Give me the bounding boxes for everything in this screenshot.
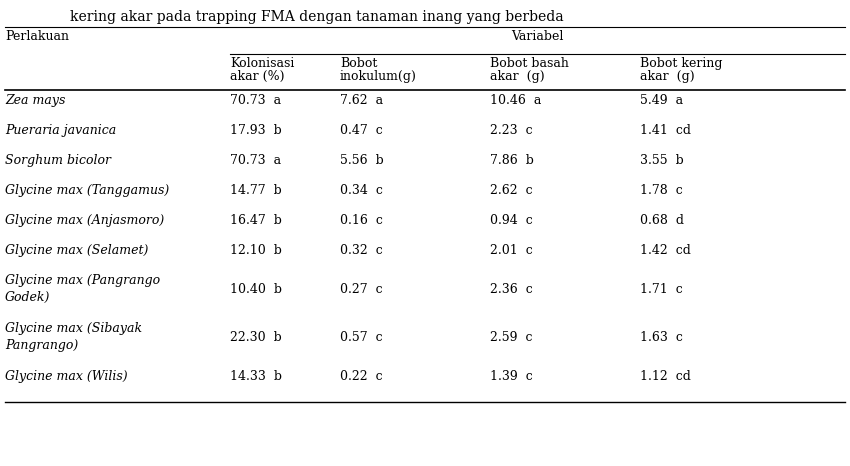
Text: 7.86  b: 7.86 b — [490, 154, 534, 167]
Text: 16.47  b: 16.47 b — [230, 214, 282, 227]
Text: Glycine max (Selamet): Glycine max (Selamet) — [5, 244, 149, 257]
Text: 0.22  c: 0.22 c — [340, 370, 382, 383]
Text: Kolonisasi: Kolonisasi — [230, 57, 294, 70]
Text: 0.94  c: 0.94 c — [490, 214, 533, 227]
Text: Glycine max (Pangrango
Godek): Glycine max (Pangrango Godek) — [5, 274, 160, 303]
Text: Glycine max (Anjasmoro): Glycine max (Anjasmoro) — [5, 214, 164, 227]
Text: 0.34  c: 0.34 c — [340, 184, 382, 197]
Text: 22.30  b: 22.30 b — [230, 331, 281, 344]
Text: 0.32  c: 0.32 c — [340, 244, 382, 257]
Text: Bobot kering: Bobot kering — [640, 57, 722, 70]
Text: 0.16  c: 0.16 c — [340, 214, 382, 227]
Text: 5.49  a: 5.49 a — [640, 94, 683, 107]
Text: 1.71  c: 1.71 c — [640, 283, 683, 296]
Text: Glycine max (Sibayak
Pangrango): Glycine max (Sibayak Pangrango) — [5, 322, 142, 351]
Text: 1.42  cd: 1.42 cd — [640, 244, 691, 257]
Text: 70.73  a: 70.73 a — [230, 154, 281, 167]
Text: akar  (g): akar (g) — [640, 70, 694, 83]
Text: 14.77  b: 14.77 b — [230, 184, 281, 197]
Text: 2.36  c: 2.36 c — [490, 283, 533, 296]
Text: akar  (g): akar (g) — [490, 70, 545, 83]
Text: 0.57  c: 0.57 c — [340, 331, 382, 344]
Text: 2.01  c: 2.01 c — [490, 244, 533, 257]
Text: Zea mays: Zea mays — [5, 94, 65, 107]
Text: Sorghum bicolor: Sorghum bicolor — [5, 154, 111, 167]
Text: 2.62  c: 2.62 c — [490, 184, 533, 197]
Text: 0.68  d: 0.68 d — [640, 214, 684, 227]
Text: 14.33  b: 14.33 b — [230, 370, 282, 383]
Text: Bobot: Bobot — [340, 57, 377, 70]
Text: 2.59  c: 2.59 c — [490, 331, 532, 344]
Text: Pueraria javanica: Pueraria javanica — [5, 124, 116, 137]
Text: Perlakuan: Perlakuan — [5, 30, 69, 43]
Text: 12.10  b: 12.10 b — [230, 244, 282, 257]
Text: 70.73  a: 70.73 a — [230, 94, 281, 107]
Text: inokulum(g): inokulum(g) — [340, 70, 416, 83]
Text: 1.12  cd: 1.12 cd — [640, 370, 691, 383]
Text: 0.47  c: 0.47 c — [340, 124, 382, 137]
Text: 1.41  cd: 1.41 cd — [640, 124, 691, 137]
Text: 1.39  c: 1.39 c — [490, 370, 533, 383]
Text: akar (%): akar (%) — [230, 70, 285, 83]
Text: 0.27  c: 0.27 c — [340, 283, 382, 296]
Text: Variabel: Variabel — [512, 30, 564, 43]
Text: 17.93  b: 17.93 b — [230, 124, 281, 137]
Text: 1.63  c: 1.63 c — [640, 331, 683, 344]
Text: Glycine max (Wilis): Glycine max (Wilis) — [5, 370, 127, 383]
Text: 5.56  b: 5.56 b — [340, 154, 383, 167]
Text: 10.40  b: 10.40 b — [230, 283, 282, 296]
Text: Bobot basah: Bobot basah — [490, 57, 569, 70]
Text: kering akar pada trapping FMA dengan tanaman inang yang berbeda: kering akar pada trapping FMA dengan tan… — [70, 10, 564, 24]
Text: 10.46  a: 10.46 a — [490, 94, 541, 107]
Text: 2.23  c: 2.23 c — [490, 124, 533, 137]
Text: 1.78  c: 1.78 c — [640, 184, 683, 197]
Text: 3.55  b: 3.55 b — [640, 154, 683, 167]
Text: Glycine max (Tanggamus): Glycine max (Tanggamus) — [5, 184, 169, 197]
Text: 7.62  a: 7.62 a — [340, 94, 383, 107]
